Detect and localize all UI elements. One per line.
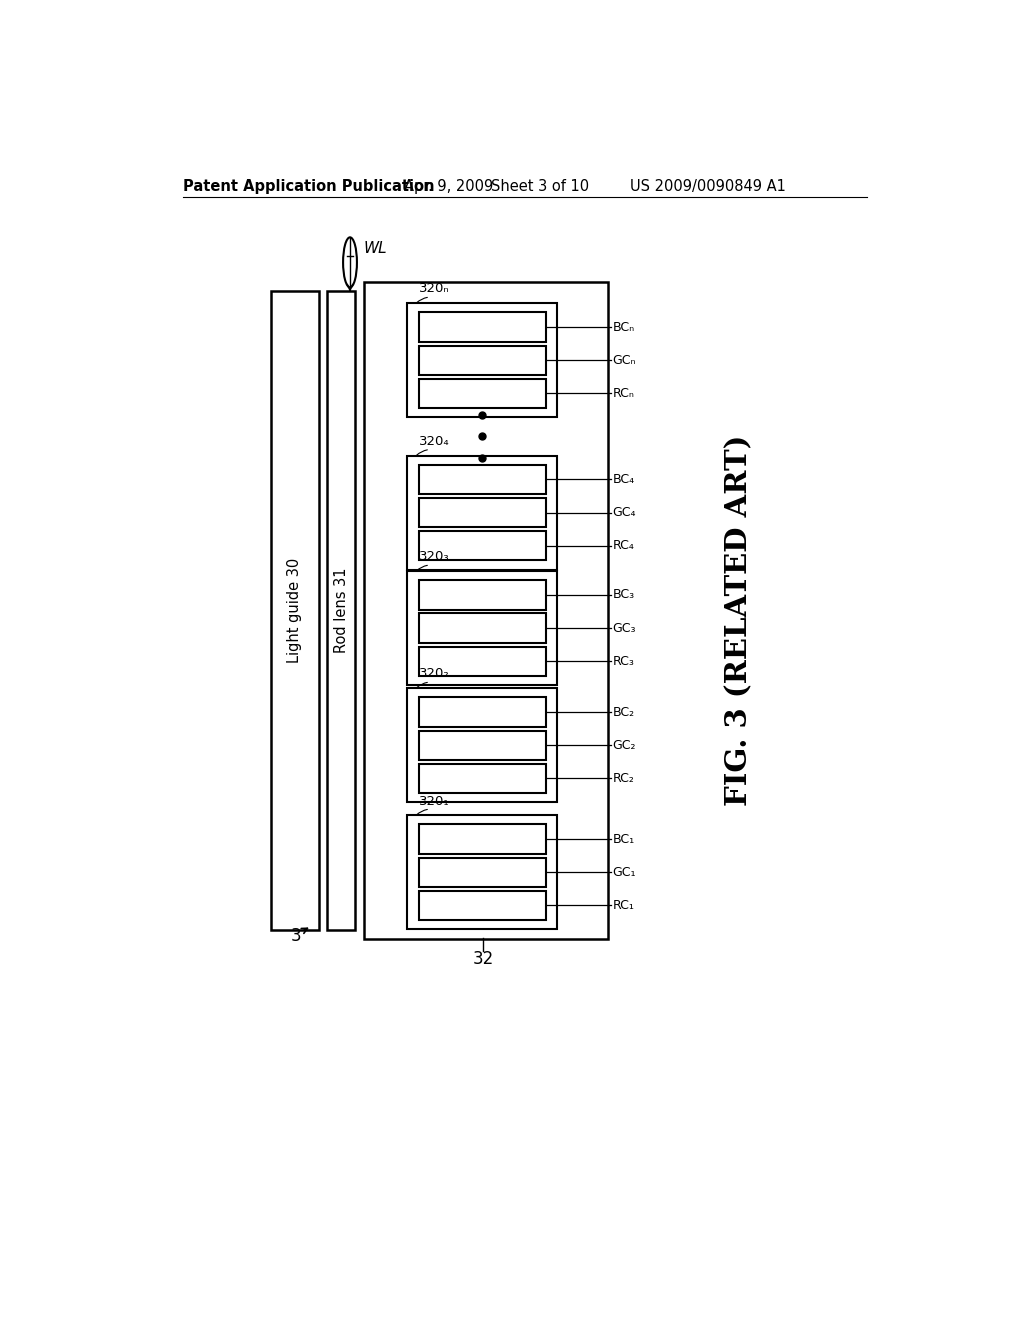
Text: 32: 32	[473, 950, 494, 968]
Bar	[419, 531, 546, 561]
Bar	[407, 572, 557, 685]
Text: Patent Application Publication: Patent Application Publication	[183, 180, 434, 194]
Text: BC₄: BC₄	[612, 473, 635, 486]
Text: 320₄: 320₄	[419, 434, 450, 447]
Bar	[419, 346, 546, 375]
Text: Apr. 9, 2009: Apr. 9, 2009	[403, 180, 494, 194]
Bar	[419, 858, 546, 887]
Text: 320₂: 320₂	[419, 668, 450, 681]
Bar	[419, 825, 546, 854]
Bar	[419, 313, 546, 342]
Text: BCₙ: BCₙ	[612, 321, 635, 334]
Bar	[327, 290, 355, 929]
Text: Rod lens 31: Rod lens 31	[334, 568, 348, 653]
Text: RC₁: RC₁	[612, 899, 635, 912]
Text: 320₃: 320₃	[419, 550, 450, 564]
Bar	[419, 730, 546, 760]
Bar	[419, 614, 546, 643]
Bar	[419, 465, 546, 494]
Text: GC₂: GC₂	[612, 739, 636, 751]
Bar	[419, 379, 546, 408]
Bar	[407, 816, 557, 929]
Text: BC₃: BC₃	[612, 589, 635, 602]
Bar	[407, 455, 557, 570]
Text: 320₁: 320₁	[419, 795, 450, 808]
Bar	[364, 281, 608, 940]
Text: BC₁: BC₁	[612, 833, 635, 846]
Text: 320ₙ: 320ₙ	[419, 282, 450, 296]
Text: 3: 3	[291, 927, 301, 945]
Text: RC₂: RC₂	[612, 772, 635, 785]
Text: BC₂: BC₂	[612, 705, 635, 718]
Text: GC₃: GC₃	[612, 622, 636, 635]
Text: Sheet 3 of 10: Sheet 3 of 10	[490, 180, 589, 194]
Bar	[419, 647, 546, 676]
Text: RC₄: RC₄	[612, 539, 635, 552]
Text: Light guide 30: Light guide 30	[288, 558, 302, 663]
Bar	[419, 581, 546, 610]
Bar	[270, 290, 319, 929]
Text: RC₃: RC₃	[612, 655, 635, 668]
Text: US 2009/0090849 A1: US 2009/0090849 A1	[630, 180, 785, 194]
Text: GC₄: GC₄	[612, 506, 636, 519]
Bar	[419, 697, 546, 726]
Bar	[419, 891, 546, 920]
Bar	[419, 498, 546, 527]
Text: GC₁: GC₁	[612, 866, 636, 879]
Text: FIG. 3 (RELATED ART): FIG. 3 (RELATED ART)	[724, 434, 754, 807]
Text: RCₙ: RCₙ	[612, 387, 635, 400]
Bar	[407, 688, 557, 803]
Bar	[419, 763, 546, 793]
Text: GCₙ: GCₙ	[612, 354, 636, 367]
Bar	[407, 304, 557, 417]
Text: WL: WL	[364, 242, 387, 256]
